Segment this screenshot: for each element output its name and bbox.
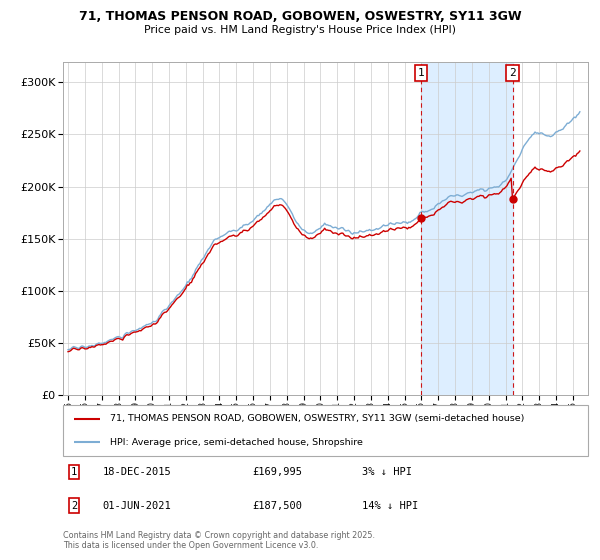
Text: 2: 2: [509, 68, 516, 78]
Text: 1: 1: [71, 467, 77, 477]
Bar: [421, 62, 512, 395]
Text: 01-JUN-2021: 01-JUN-2021: [103, 501, 171, 511]
Text: 14% ↓ HPI: 14% ↓ HPI: [362, 501, 419, 511]
Text: 2: 2: [71, 501, 77, 511]
Text: Contains HM Land Registry data © Crown copyright and database right 2025.
This d: Contains HM Land Registry data © Crown c…: [63, 531, 375, 550]
Text: HPI: Average price, semi-detached house, Shropshire: HPI: Average price, semi-detached house,…: [110, 438, 363, 447]
Text: £187,500: £187,500: [252, 501, 302, 511]
Text: 18-DEC-2015: 18-DEC-2015: [103, 467, 171, 477]
Text: 71, THOMAS PENSON ROAD, GOBOWEN, OSWESTRY, SY11 3GW (semi-detached house): 71, THOMAS PENSON ROAD, GOBOWEN, OSWESTR…: [110, 414, 524, 423]
Text: £169,995: £169,995: [252, 467, 302, 477]
Text: 1: 1: [418, 68, 424, 78]
Text: Price paid vs. HM Land Registry's House Price Index (HPI): Price paid vs. HM Land Registry's House …: [144, 25, 456, 35]
Text: 3% ↓ HPI: 3% ↓ HPI: [362, 467, 412, 477]
Text: 71, THOMAS PENSON ROAD, GOBOWEN, OSWESTRY, SY11 3GW: 71, THOMAS PENSON ROAD, GOBOWEN, OSWESTR…: [79, 10, 521, 23]
